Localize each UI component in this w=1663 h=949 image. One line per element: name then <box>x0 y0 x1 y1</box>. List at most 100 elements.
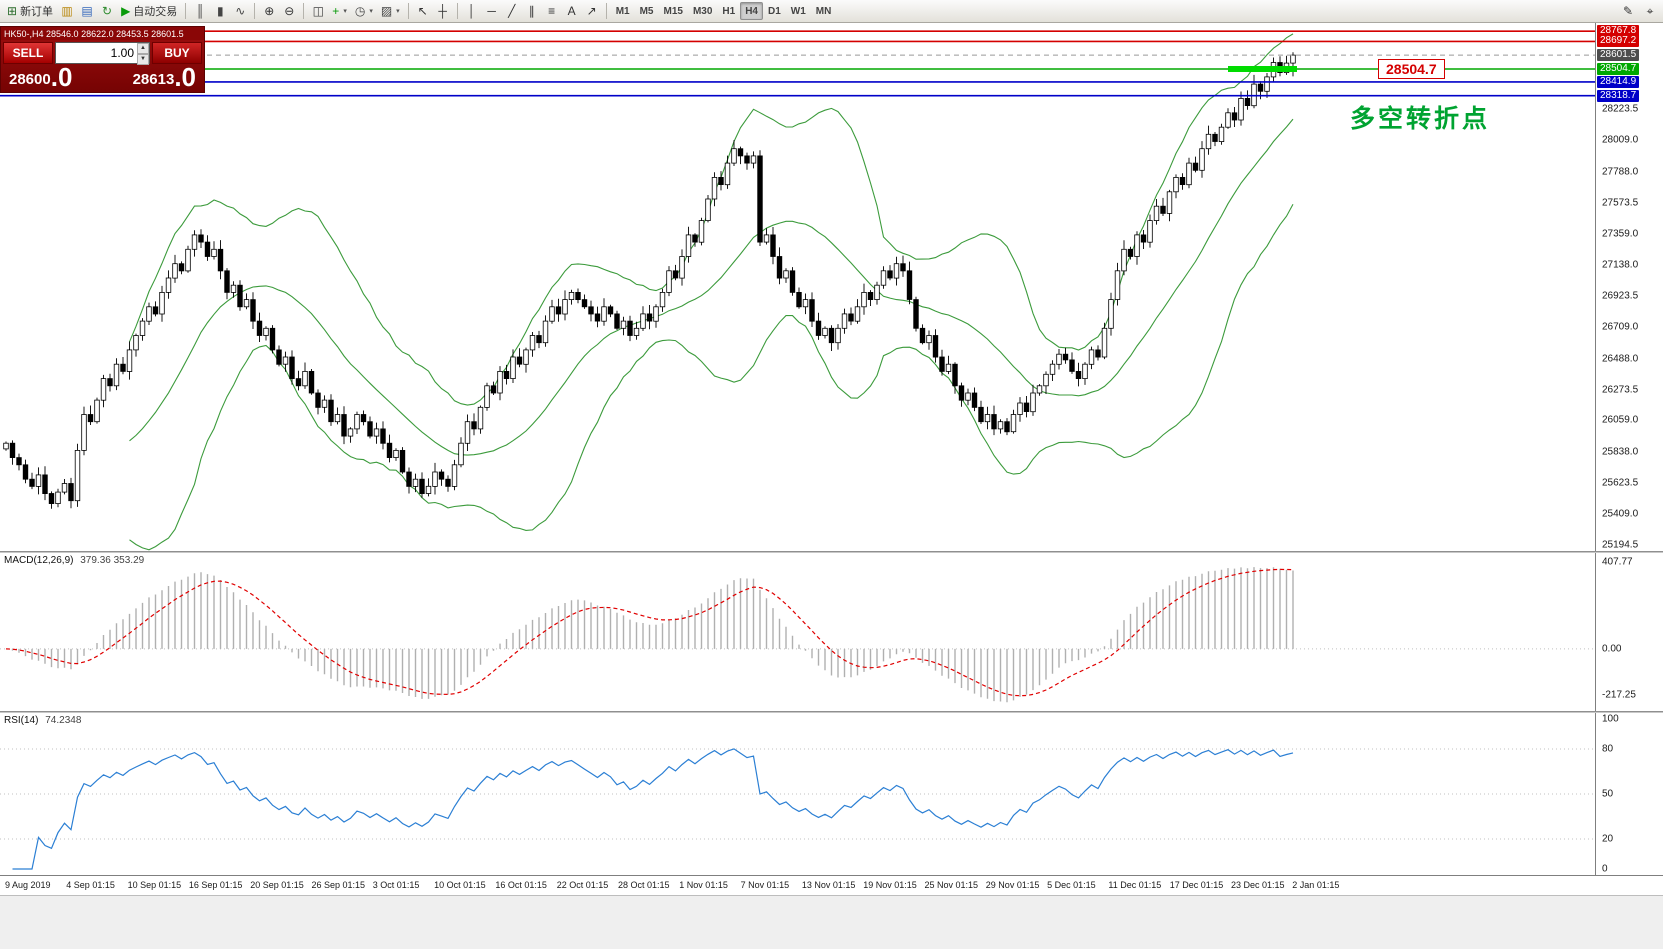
price-annotation[interactable]: 28504.7 <box>1378 59 1445 79</box>
ask-big: .0 <box>174 62 196 92</box>
arrows-button[interactable]: ↗ <box>582 1 602 21</box>
price-line-label: 28504.7 <box>1597 63 1640 75</box>
window-footer <box>0 895 1663 949</box>
toolbar-separator <box>456 3 458 19</box>
rsi-tick: 50 <box>1602 788 1614 800</box>
price-tick: 28223.5 <box>1602 103 1639 115</box>
zoom-in-button[interactable]: ⊕ <box>259 1 279 21</box>
timeframe-m1[interactable]: M1 <box>615 5 630 17</box>
periods-icon: ◷ <box>354 4 366 18</box>
crosshair-icon: ┼ <box>438 4 447 18</box>
bid-big: .0 <box>50 62 73 92</box>
line-chart-button[interactable]: ∿ <box>230 1 250 21</box>
indicators-button[interactable]: + ▾ <box>328 1 351 21</box>
new-order-button[interactable]: ⊞ 新订单 <box>3 1 57 21</box>
vertical-line-button[interactable]: │ <box>462 1 482 21</box>
tile-windows-button[interactable]: ◫ <box>308 1 328 21</box>
rsi-panel[interactable]: RSI(14) 74.2348 <box>0 713 1595 875</box>
new-order-button-label: 新订单 <box>20 6 54 18</box>
macd-tick: 407.77 <box>1602 556 1633 568</box>
price-tick: 28009.0 <box>1602 134 1639 146</box>
time-tick: 23 Dec 01:15 <box>1231 880 1285 890</box>
quick-edit-button[interactable]: ✎ <box>1618 1 1638 21</box>
panel-divider[interactable] <box>0 551 1663 553</box>
rsi-tick: 20 <box>1602 833 1614 845</box>
price-tick: 27573.5 <box>1602 197 1639 209</box>
time-tick: 19 Nov 01:15 <box>863 880 917 890</box>
price-tick: 25623.5 <box>1602 477 1639 489</box>
crosshair-tool-button[interactable]: ⌖ <box>1640 1 1660 21</box>
toolbar: ⊞ 新订单 ▥ ▤ ↻ ▶ 自动交易 ║ ▮ ∿ ⊕ ⊖ ◫ + ▾ ◷ ▾ ▨ ▾ ↖ ┼ │ ─ ╱ ∥ ≡ A ↗ M1 M5 M15… <box>0 0 1663 23</box>
dropdown-arrow-icon: ▾ <box>343 8 347 15</box>
profiles-icon: ▤ <box>81 4 93 18</box>
periods-button[interactable]: ◷ ▾ <box>351 1 377 21</box>
volume-input[interactable]: 1.00 ▲ ▼ <box>55 42 150 65</box>
dropdown-arrow-icon: ▾ <box>369 8 373 15</box>
timeframe-mn[interactable]: MN <box>815 5 832 17</box>
price-axis: 28223.5 28009.0 27788.0 27573.5 27359.0 27138… <box>1595 23 1663 551</box>
cursor-button[interactable]: ↖ <box>413 1 433 21</box>
price-tick: 27138.0 <box>1602 259 1639 271</box>
price-tick: 26273.5 <box>1602 384 1639 396</box>
refresh-button[interactable]: ↻ <box>97 1 117 21</box>
text-button[interactable]: A <box>562 1 582 21</box>
volume-value[interactable]: 1.00 <box>110 46 134 60</box>
symbol-period: HK50-,H4 <box>4 29 44 39</box>
text-icon: A <box>567 4 576 18</box>
rsi-label: RSI(14) 74.2348 <box>4 715 81 726</box>
autotrade-button[interactable]: ▶ 自动交易 <box>117 1 181 21</box>
time-tick: 16 Oct 01:15 <box>495 880 547 890</box>
ask-price: 28613 .0 <box>132 62 196 92</box>
timeframe-m5[interactable]: M5 <box>639 5 654 17</box>
panel-divider[interactable] <box>0 711 1663 713</box>
zoom-out-button[interactable]: ⊖ <box>279 1 299 21</box>
timeframe-w1[interactable]: W1 <box>790 5 806 17</box>
price-tick: 26488.0 <box>1602 353 1639 365</box>
one-click-trading-panel: HK50-,H4 28546.0 28622.0 28453.5 28601.5… <box>0 26 205 93</box>
horizontal-line-button[interactable]: ─ <box>482 1 502 21</box>
price-tick: 26059.0 <box>1602 414 1639 426</box>
time-axis: 9 Aug 2019 4 Sep 01:15 10 Sep 01:15 16 Sep … <box>0 875 1663 895</box>
price-line-label: 28697.2 <box>1597 35 1640 48</box>
volume-down-icon[interactable]: ▼ <box>137 54 149 65</box>
templates-button[interactable]: ▨ ▾ <box>377 1 404 21</box>
time-tick: 9 Aug 2019 <box>5 880 51 890</box>
time-tick: 2 Jan 01:15 <box>1292 880 1340 890</box>
vertical-line-icon: │ <box>467 4 476 18</box>
price-tick: 27788.0 <box>1602 166 1639 178</box>
macd-panel[interactable]: MACD(12,26,9) 379.36 353.29 <box>0 553 1595 711</box>
line-chart-icon: ∿ <box>235 4 246 18</box>
ohlc-values: 28546.0 28622.0 28453.5 28601.5 <box>46 29 184 39</box>
profiles-button[interactable]: ▤ <box>77 1 97 21</box>
price-chart[interactable]: HK50-,H4 28546.0 28622.0 28453.5 28601.5… <box>0 23 1595 551</box>
volume-up-icon[interactable]: ▲ <box>137 43 149 54</box>
time-tick: 3 Oct 01:15 <box>372 880 420 890</box>
macd-name: MACD(12,26,9) <box>4 555 74 566</box>
indicators-icon: + <box>332 4 340 18</box>
timeframe-m15[interactable]: M15 <box>663 5 683 17</box>
channel-button[interactable]: ∥ <box>522 1 542 21</box>
fibonacci-icon: ≡ <box>548 4 556 18</box>
timeframe-m30[interactable]: M30 <box>692 5 713 17</box>
volume-stepper[interactable]: ▲ ▼ <box>137 43 149 65</box>
charts-button[interactable]: ▥ <box>57 1 77 21</box>
turning-point-note[interactable]: 多空转折点 <box>1350 105 1491 133</box>
price-tick: 26709.0 <box>1602 321 1639 333</box>
time-tick: 25 Nov 01:15 <box>924 880 979 890</box>
buy-button[interactable]: BUY <box>152 42 202 64</box>
time-tick: 26 Sep 01:15 <box>311 880 366 890</box>
trendline-button[interactable]: ╱ <box>502 1 522 21</box>
timeframe-h1[interactable]: H1 <box>722 5 736 17</box>
candlestick-chart-button[interactable]: ▮ <box>210 1 230 21</box>
fibonacci-button[interactable]: ≡ <box>542 1 562 21</box>
timeframe-h4[interactable]: H4 <box>740 2 763 20</box>
sell-button[interactable]: SELL <box>3 42 53 64</box>
crosshair-button[interactable]: ┼ <box>433 1 453 21</box>
new-order-icon: ⊞ <box>7 4 18 18</box>
timeframe-d1[interactable]: D1 <box>768 5 781 17</box>
ask-main: 28613 <box>132 71 175 88</box>
bar-chart-button[interactable]: ║ <box>190 1 210 21</box>
zoom-out-icon: ⊖ <box>284 4 295 18</box>
time-tick: 13 Nov 01:15 <box>801 880 856 890</box>
